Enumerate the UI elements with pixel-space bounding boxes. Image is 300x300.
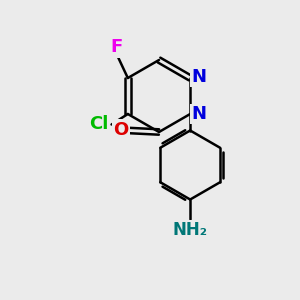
Text: NH₂: NH₂ xyxy=(173,221,208,239)
Text: O: O xyxy=(113,121,128,139)
Text: F: F xyxy=(110,38,123,56)
Text: Cl: Cl xyxy=(89,115,108,133)
Text: N: N xyxy=(191,68,206,85)
Text: N: N xyxy=(192,105,207,123)
